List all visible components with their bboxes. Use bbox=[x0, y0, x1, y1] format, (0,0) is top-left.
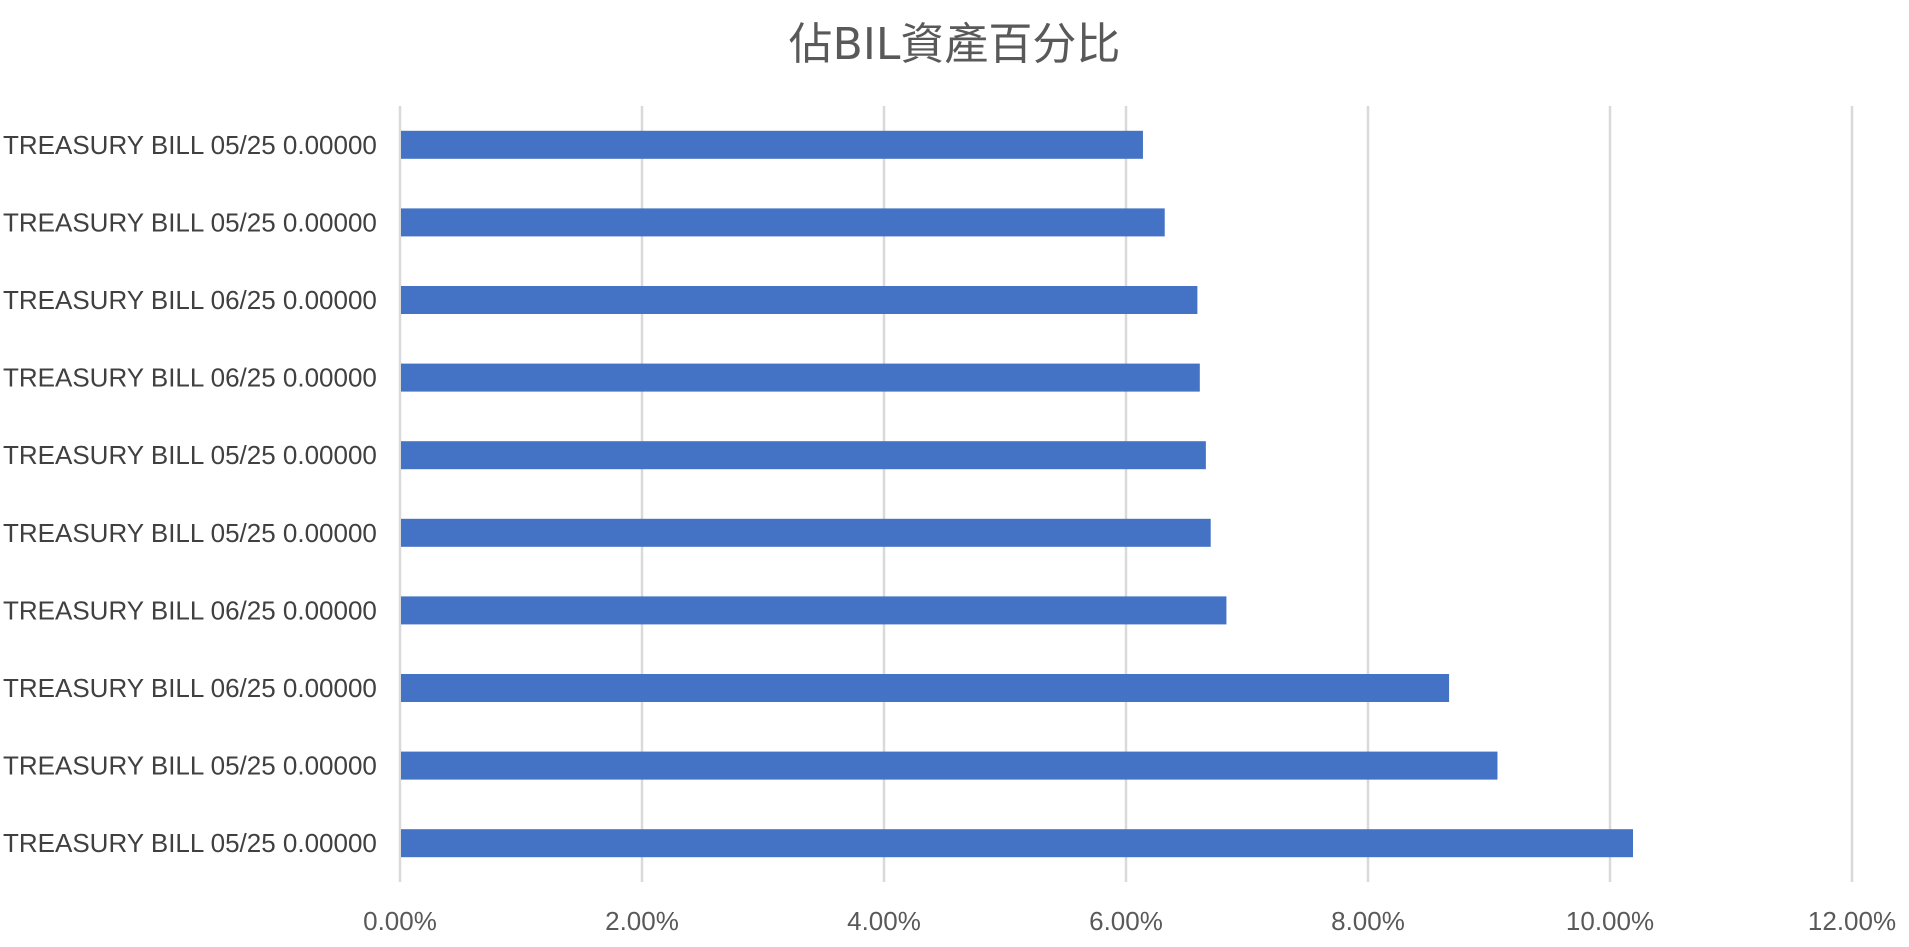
x-tick-label: 0.00% bbox=[363, 906, 437, 936]
bar bbox=[401, 441, 1206, 470]
x-tick-label: 2.00% bbox=[605, 906, 679, 936]
chart-title: 佔BIL資產百分比 bbox=[788, 19, 1121, 70]
category-label: TREASURY BILL 06/25 0.00000 bbox=[3, 673, 377, 703]
category-label: TREASURY BILL 06/25 0.00000 bbox=[3, 285, 377, 315]
bar bbox=[401, 518, 1211, 547]
category-label: TREASURY BILL 05/25 0.00000 bbox=[3, 751, 377, 781]
x-tick-label: 8.00% bbox=[1331, 906, 1405, 936]
category-label: TREASURY BILL 05/25 0.00000 bbox=[3, 828, 377, 858]
bar bbox=[401, 208, 1165, 237]
x-tick-label: 6.00% bbox=[1089, 906, 1163, 936]
bar bbox=[401, 674, 1450, 702]
bar bbox=[401, 286, 1198, 314]
x-tick-label: 10.00% bbox=[1566, 906, 1654, 936]
bar bbox=[401, 363, 1200, 392]
bar bbox=[401, 829, 1633, 858]
category-label: TREASURY BILL 05/25 0.00000 bbox=[3, 130, 377, 160]
bar bbox=[401, 130, 1143, 159]
x-tick-label: 4.00% bbox=[847, 906, 921, 936]
category-label: TREASURY BILL 05/25 0.00000 bbox=[3, 440, 377, 470]
category-label: TREASURY BILL 05/25 0.00000 bbox=[3, 207, 377, 237]
bar bbox=[401, 596, 1227, 625]
category-label: TREASURY BILL 06/25 0.00000 bbox=[3, 595, 377, 625]
bar bbox=[401, 751, 1498, 780]
category-label: TREASURY BILL 06/25 0.00000 bbox=[3, 363, 377, 393]
x-tick-label: 12.00% bbox=[1808, 906, 1896, 936]
category-label: TREASURY BILL 05/25 0.00000 bbox=[3, 518, 377, 548]
